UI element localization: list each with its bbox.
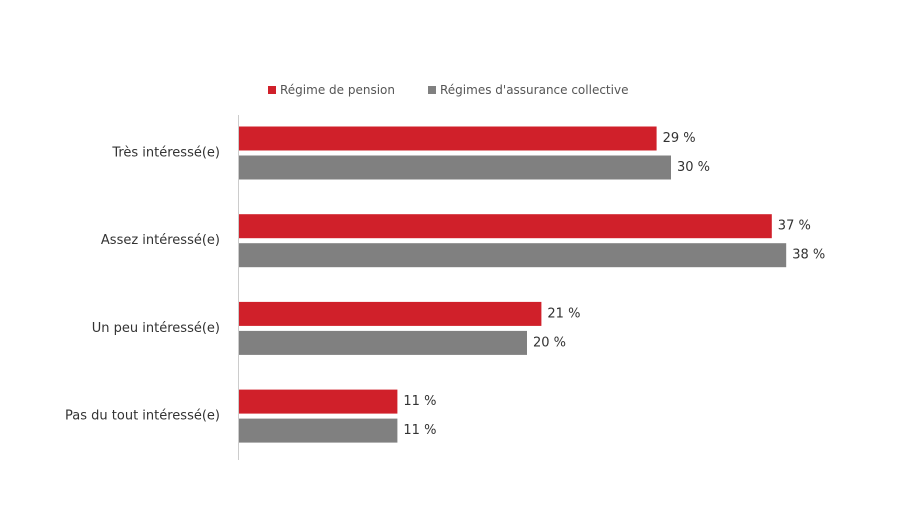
bar xyxy=(239,301,542,326)
legend-label: Régime de pension xyxy=(280,83,395,97)
bar xyxy=(239,214,772,239)
value-label: 30 % xyxy=(677,160,710,175)
bar xyxy=(239,155,671,180)
category-label: Un peu intéressé(e) xyxy=(92,321,220,336)
bar xyxy=(239,389,398,414)
category-label: Assez intéressé(e) xyxy=(101,233,220,248)
category-label: Pas du tout intéressé(e) xyxy=(65,409,220,424)
category-label: Très intéressé(e) xyxy=(111,146,220,161)
bar xyxy=(239,330,527,355)
value-label: 11 % xyxy=(403,423,436,438)
bar xyxy=(239,126,657,151)
legend-swatch xyxy=(268,86,276,94)
bar xyxy=(239,243,787,268)
legend-label: Régimes d'assurance collective xyxy=(440,83,628,97)
value-label: 20 % xyxy=(533,335,566,350)
value-label: 37 % xyxy=(778,219,811,234)
value-label: 29 % xyxy=(663,131,696,146)
value-label: 38 % xyxy=(792,248,825,263)
legend-swatch xyxy=(428,86,436,94)
value-label: 21 % xyxy=(547,306,580,321)
value-label: 11 % xyxy=(403,394,436,409)
bar xyxy=(239,418,398,443)
